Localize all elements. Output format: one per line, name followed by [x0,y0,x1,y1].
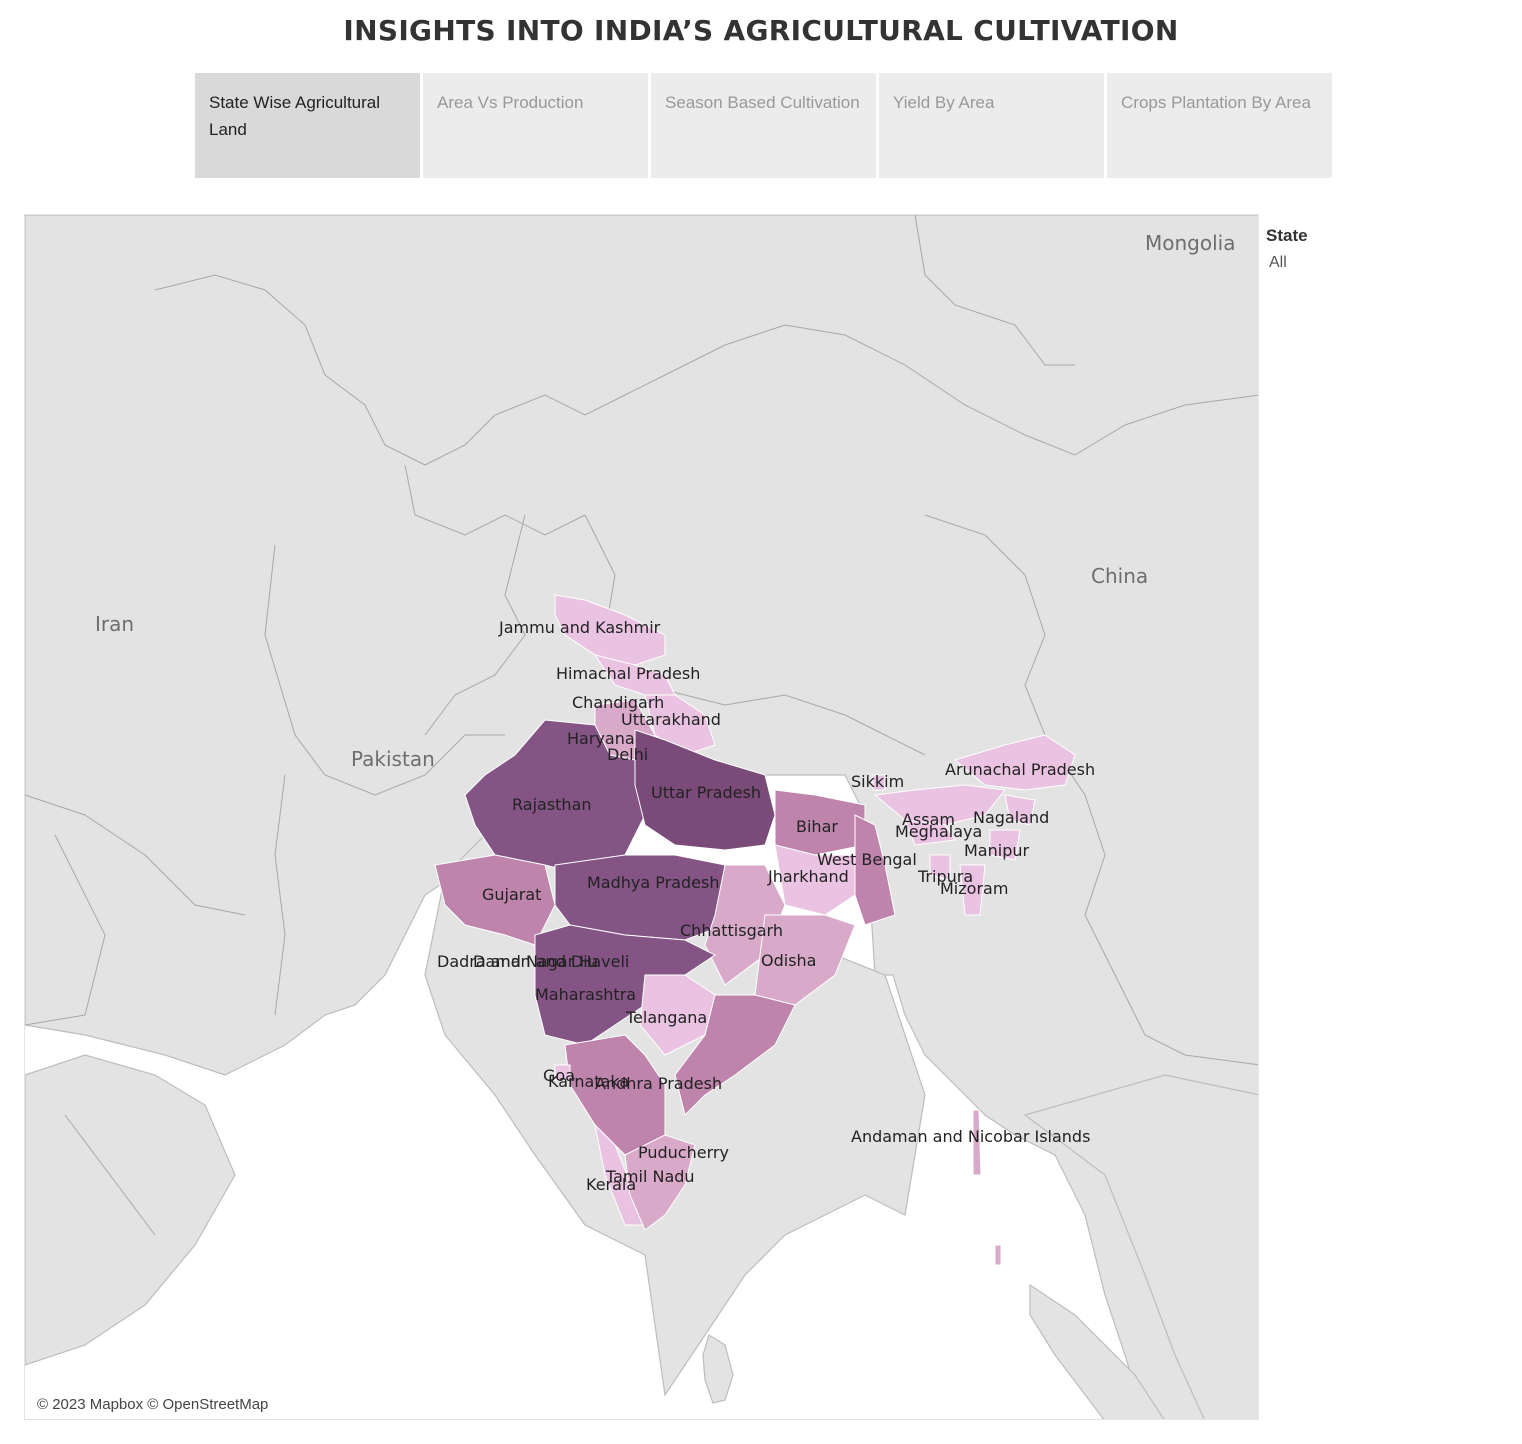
country-label-mongolia: Mongolia [1145,231,1235,255]
state-label: Andaman and Nicobar Islands [851,1127,1090,1146]
state-label: Dadra and Nagar Haveli [437,952,629,971]
state-label: Rajasthan [512,795,592,814]
state-label: Odisha [761,951,816,970]
state-label: Andhra Pradesh [595,1074,722,1093]
country-borders [25,215,1258,1236]
state-label: Madhya Pradesh [587,873,720,892]
state-uttar-pradesh[interactable] [634,729,776,851]
land-masses [25,215,1258,1419]
state-andaman-and-nicobar-islands[interactable] [972,1109,982,1176]
state-sikkim[interactable] [872,774,886,791]
state-label: Jammu and Kashmir [498,618,661,637]
state-label: Tripura [917,867,973,886]
tab-bar: State Wise Agricultural Land Area Vs Pro… [195,73,1332,178]
state-goa[interactable] [554,1064,571,1081]
state-label: Telangana [625,1008,707,1027]
state-label: Delhi [607,745,648,764]
state-meghalaya[interactable] [904,819,956,846]
tab-yield-by-area[interactable]: Yield By Area [879,73,1104,178]
state-label: Uttarakhand [621,710,721,729]
state-label: Kerala [586,1175,636,1194]
state-manipur[interactable] [989,829,1021,861]
state-label: Gujarat [482,885,541,904]
state-andhra-pradesh[interactable] [674,994,796,1116]
state-tamil-nadu[interactable] [624,1134,696,1231]
state-label: Himachal Pradesh [556,664,700,683]
state-filter[interactable]: State All [1266,226,1308,272]
state-label: Sikkim [851,772,904,791]
state-labels: Jammu and Kashmir Himachal Pradesh Chand… [437,618,1095,1194]
state-filter-value[interactable]: All [1269,254,1287,271]
state-label: Daman and Diu [473,952,598,971]
country-label-pakistan: Pakistan [351,747,435,771]
state-tripura[interactable] [929,854,951,881]
state-label: Karnataka [548,1072,629,1091]
state-label: Bihar [796,817,838,836]
india-map[interactable]: Mongolia China Iran Pakistan Jammu and K… [24,214,1259,1420]
state-label: Puducherry [638,1143,729,1162]
state-label: Haryana [567,729,635,748]
state-label: Assam [902,810,955,829]
state-label: Chandigarh [572,693,664,712]
map-canvas[interactable]: Mongolia China Iran Pakistan Jammu and K… [25,215,1259,1420]
country-label-china: China [1091,564,1148,588]
state-label: West Bengal [817,850,917,869]
state-andaman-and-nicobar-islands-south[interactable] [994,1244,1002,1266]
state-label: Arunachal Pradesh [945,760,1095,779]
tab-season-based-cultivation[interactable]: Season Based Cultivation [651,73,876,178]
state-west-bengal[interactable] [854,814,896,926]
country-label-iran: Iran [95,612,134,636]
state-arunachal-pradesh[interactable] [953,734,1076,791]
state-label: Uttar Pradesh [651,783,761,802]
map-attribution[interactable]: © 2023 Mapbox © OpenStreetMap [33,1394,273,1415]
tab-crops-plantation-by-area[interactable]: Crops Plantation By Area [1107,73,1332,178]
state-label: Nagaland [973,808,1049,827]
state-nagaland[interactable] [1004,794,1036,826]
state-mizoram[interactable] [959,864,986,916]
state-label: Meghalaya [895,822,982,841]
tab-state-wise-agricultural-land[interactable]: State Wise Agricultural Land [195,73,420,178]
india-states[interactable] [434,594,1076,1266]
state-label: Chhattisgarh [680,921,783,940]
state-label: Mizoram [940,879,1008,898]
state-label: Manipur [964,841,1029,860]
state-label: Goa [543,1066,575,1085]
state-label: Jharkhand [767,867,849,886]
state-filter-title: State [1266,226,1308,245]
dashboard-title: INSIGHTS INTO INDIA’S AGRICULTURAL CULTI… [343,14,1179,47]
state-label: Tamil Nadu [605,1167,695,1186]
tab-area-vs-production[interactable]: Area Vs Production [423,73,648,178]
state-label: Maharashtra [535,985,636,1004]
